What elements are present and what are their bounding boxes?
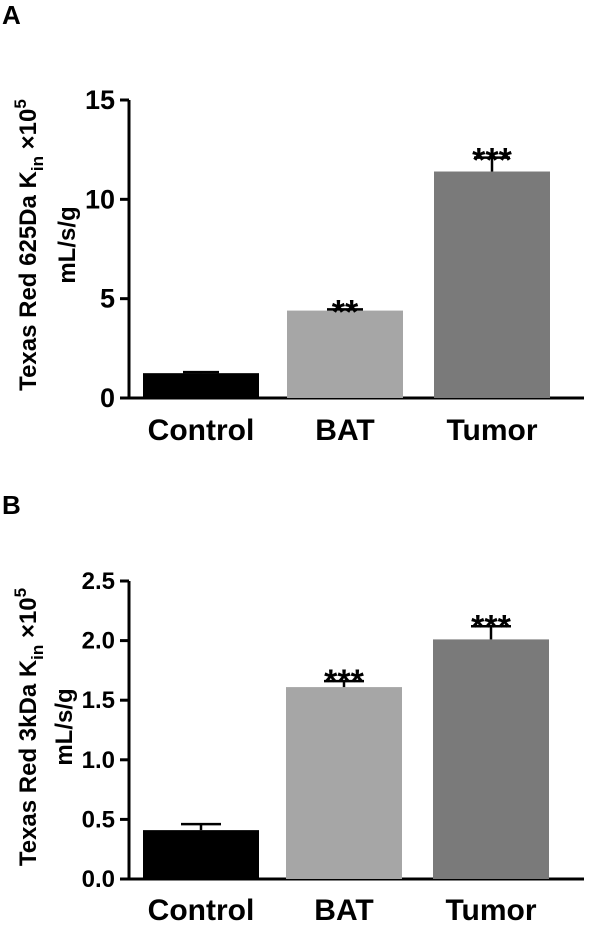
panel-a-bar-bat xyxy=(287,310,403,398)
panel-a-ylabel-units: mL/s/g xyxy=(54,206,81,283)
panel-a-bar-tumor xyxy=(434,171,550,398)
panel-b-y-tick-label: 1.0 xyxy=(82,747,115,774)
panel-b-significance-label: *** xyxy=(471,608,511,646)
panel-a-category-label: Tumor xyxy=(446,414,537,447)
panel-b-ylabel-mult: ×10 xyxy=(15,597,42,644)
panel-a-category-label: BAT xyxy=(315,414,374,447)
panel-b-category-label: Control xyxy=(148,894,255,925)
panel-a-y-axis-title: Texas Red 625Da Kin ×105 xyxy=(11,99,47,391)
panel-a-ylabel-main: Texas Red 625Da K xyxy=(15,170,42,390)
panel-a-y-tick-label: 10 xyxy=(85,184,115,214)
panel-b-category-label: BAT xyxy=(314,894,373,925)
panel-a: A Texas Red 625Da Kin ×105 mL/s/g 051015… xyxy=(2,0,584,447)
panel-a-bar-control xyxy=(143,373,259,398)
panel-b-significance-label: *** xyxy=(324,663,364,701)
panel-b-y-tick-label: 0.0 xyxy=(82,866,115,893)
panel-b-ylabel-sub: in xyxy=(28,645,47,660)
panel-b-y-tick-label: 0.5 xyxy=(82,806,115,833)
panel-b-bar-tumor xyxy=(433,639,549,879)
panel-a-y-tick-label: 0 xyxy=(100,383,115,413)
panel-a-plot: 0 5 10 15 Control ** BAT *** Tumor xyxy=(85,85,584,447)
panel-a-y-tick-label: 15 xyxy=(85,85,115,115)
panel-b: B Texas Red 3kDa Kin ×105 mL/s/g 0.0 0.5 1… xyxy=(2,490,584,925)
panel-b-y-tick-label: 2.0 xyxy=(82,628,115,655)
panel-a-ylabel-sub: in xyxy=(28,156,47,171)
panel-b-ylabel-units: mL/s/g xyxy=(51,688,78,765)
panel-b-category-label: Tumor xyxy=(445,894,536,925)
panel-a-letter: A xyxy=(2,0,21,30)
panel-a-category-label: Control xyxy=(148,414,255,447)
panel-b-y-tick-label: 2.5 xyxy=(82,568,115,595)
panel-b-bar-bat xyxy=(286,687,402,879)
panel-b-letter: B xyxy=(2,490,21,520)
panel-b-y-axis-title: Texas Red 3kDa Kin ×105 xyxy=(11,588,47,866)
panel-a-significance-label: *** xyxy=(472,142,512,180)
panel-b-y-tick-label: 1.5 xyxy=(82,687,115,714)
panel-b-plot: 0.0 0.5 1.0 1.5 2.0 2.5 Control *** BAT *** Tumor xyxy=(82,568,584,925)
panel-b-ylabel-main: Texas Red 3kDa K xyxy=(15,659,42,866)
panel-b-ylabel-sup: 5 xyxy=(11,588,30,597)
panel-a-significance-label: ** xyxy=(332,293,359,331)
panel-b-bar-control xyxy=(143,830,259,879)
panel-a-ylabel-mult: ×10 xyxy=(15,109,42,156)
panel-a-y-tick-label: 5 xyxy=(100,284,115,314)
panel-a-ylabel-sup: 5 xyxy=(11,99,30,108)
